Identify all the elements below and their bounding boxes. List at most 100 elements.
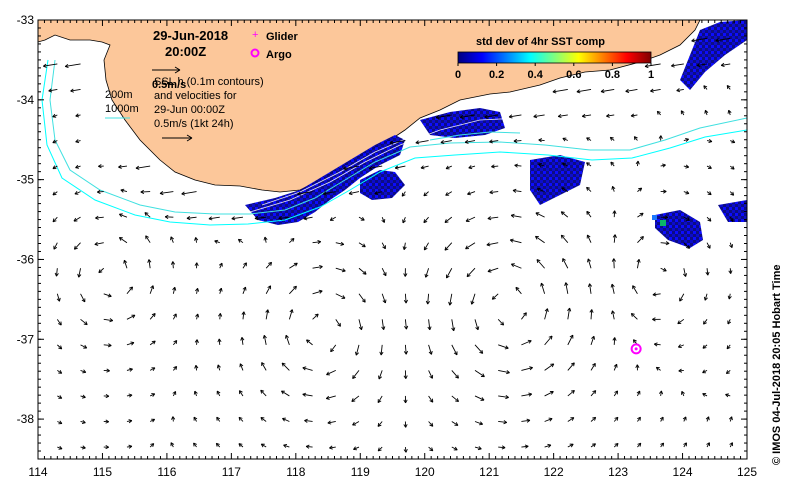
velocity-arrow <box>312 264 323 270</box>
velocity-arrow <box>660 189 667 194</box>
velocity-arrow <box>427 319 432 331</box>
glider-marker-icon: + <box>252 29 258 41</box>
argo-label: Argo <box>266 49 292 61</box>
velocity-arrow <box>637 416 641 422</box>
velocity-arrow <box>632 285 638 295</box>
velocity-arrow <box>193 442 197 448</box>
velocity-arrow <box>208 216 220 221</box>
velocity-arrow <box>544 443 552 448</box>
velocity-arrow <box>52 216 58 223</box>
velocity-arrow <box>335 241 345 246</box>
velocity-arrow <box>703 319 708 325</box>
velocity-arrow <box>610 283 615 294</box>
velocity-arrow <box>470 293 476 305</box>
velocity-arrow <box>610 310 616 320</box>
velocity-arrow <box>378 370 383 380</box>
velocity-arrow <box>655 366 661 371</box>
colorbar-tick-label: 0.8 <box>605 69 620 81</box>
velocity-arrow <box>80 394 86 399</box>
velocity-arrow <box>497 319 505 326</box>
velocity-arrow <box>305 444 313 449</box>
velocity-arrow <box>415 140 429 145</box>
velocity-arrow <box>302 366 313 371</box>
velocity-arrow <box>170 236 174 243</box>
velocity-arrow <box>312 239 322 245</box>
velocity-arrow <box>444 242 453 251</box>
velocity-arrow <box>172 340 178 346</box>
velocity-arrow <box>720 62 731 67</box>
velocity-arrow <box>260 389 267 397</box>
velocity-arrow <box>487 216 499 221</box>
velocity-arrow <box>727 109 732 116</box>
velocity-arrow <box>468 165 476 170</box>
x-axis: 114 115 116 117 118 119 120 121 122 123 124 125 <box>28 20 757 479</box>
velocity-arrow <box>289 285 297 295</box>
velocity-arrow <box>80 293 86 303</box>
velocity-arrow <box>552 88 568 94</box>
velocity-arrow <box>459 114 476 120</box>
velocity-arrow <box>498 369 510 375</box>
velocity-arrow <box>612 210 617 218</box>
velocity-arrow <box>451 446 458 451</box>
velocity-arrow <box>567 334 574 346</box>
velocity-arrow <box>703 85 708 90</box>
velocity-arrow <box>706 242 711 249</box>
velocity-arrow <box>303 216 313 221</box>
velocity-arrow <box>353 446 360 451</box>
velocity-arrow <box>727 293 732 300</box>
velocity-arrow <box>515 286 522 295</box>
colorbar: std dev of 4hr SST comp 0 0.2 0.4 0.6 0.8 1 <box>455 36 654 81</box>
velocity-arrow <box>448 293 453 306</box>
velocity-arrow <box>440 139 452 145</box>
velocity-arrow <box>521 339 532 346</box>
velocity-arrow <box>75 164 81 169</box>
velocity-arrow <box>254 216 267 221</box>
velocity-arrow <box>403 421 408 428</box>
velocity-arrow <box>149 367 156 371</box>
velocity-arrow <box>96 189 104 194</box>
velocity-arrow <box>147 259 152 269</box>
velocity-arrow <box>653 342 661 347</box>
velocity-arrow <box>56 319 62 326</box>
velocity-arrow <box>215 442 221 448</box>
velocity-arrow <box>508 114 522 119</box>
velocity-arrow <box>538 138 545 143</box>
velocity-arrow <box>633 136 638 141</box>
velocity-arrow <box>474 319 480 331</box>
velocity-arrow <box>403 344 409 355</box>
velocity-arrow <box>80 369 87 374</box>
velocity-arrow <box>103 393 110 399</box>
velocity-arrow <box>43 63 58 68</box>
velocity-arrow <box>103 293 112 298</box>
velocity-arrow <box>52 191 58 196</box>
velocity-arrow <box>445 165 452 170</box>
velocity-arrow <box>658 135 663 141</box>
y-axis: -33 -34 -35 -36 -37 -38 <box>17 13 747 460</box>
velocity-arrow <box>126 419 133 424</box>
colorbar-tick-label: 0.2 <box>489 69 504 81</box>
velocity-arrow <box>135 165 151 170</box>
velocity-arrow <box>306 339 313 346</box>
velocity-arrow <box>590 335 596 346</box>
velocity-arrow <box>159 191 174 196</box>
velocity-arrow <box>281 362 290 371</box>
velocity-arrow <box>170 261 176 269</box>
velocity-arrow <box>74 190 81 195</box>
x-tick-label: 124 <box>673 465 693 479</box>
colorbar-tick-label: 0.6 <box>566 69 581 81</box>
velocity-arrow <box>262 335 267 345</box>
velocity-arrow <box>729 442 734 448</box>
velocity-arrow <box>683 164 690 169</box>
velocity-arrow <box>381 216 386 223</box>
velocity-arrow <box>586 210 592 218</box>
velocity-arrow <box>263 236 268 243</box>
velocity-arrows <box>43 37 736 453</box>
colorbar-tick-label: 0 <box>455 69 461 81</box>
y-tick-label: -34 <box>17 93 35 107</box>
velocity-arrow <box>98 267 105 274</box>
velocity-scale-label: 0.5m/s <box>152 79 186 91</box>
velocity-arrow <box>195 313 200 320</box>
velocity-arrow <box>195 287 200 294</box>
velocity-arrow <box>729 165 735 170</box>
velocity-arrow <box>451 370 459 379</box>
